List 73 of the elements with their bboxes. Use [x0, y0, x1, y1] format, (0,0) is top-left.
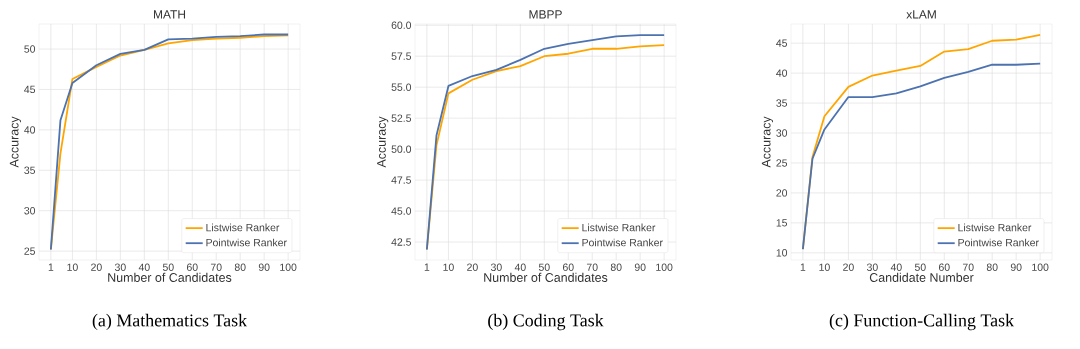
x-tick-label: 90 — [1010, 263, 1022, 271]
x-tick-label: 70 — [210, 263, 222, 271]
x-tick-label: 40 — [514, 263, 526, 271]
legend-label: Pointwise Ranker — [958, 238, 1039, 247]
chart-title: MATH — [154, 10, 186, 19]
y-axis-title: Accuracy — [377, 116, 389, 168]
y-tick-label: 40 — [776, 69, 788, 77]
x-tick-label: 20 — [91, 263, 102, 271]
x-axis-title: Number of Candidates — [484, 272, 608, 282]
x-axis-title: Candidate Number — [869, 272, 974, 282]
y-tick-label: 52.5 — [391, 114, 412, 122]
x-tick-label: 40 — [890, 263, 902, 271]
y-tick-label: 50.0 — [391, 145, 412, 153]
x-tick-label: 100 — [1032, 263, 1049, 271]
y-tick-label: 30 — [776, 129, 788, 137]
x-tick-label: 80 — [986, 263, 998, 271]
x-tick-label: 90 — [634, 263, 646, 271]
y-tick-label: 10 — [776, 249, 788, 257]
x-tick-label: 90 — [258, 263, 270, 271]
x-tick-label: 60 — [186, 263, 198, 271]
x-tick-label: 100 — [280, 263, 297, 271]
x-tick-label: 30 — [866, 263, 878, 271]
x-tick-label: 10 — [819, 263, 830, 271]
x-tick-label: 10 — [67, 263, 78, 271]
x-tick-label: 80 — [234, 263, 246, 271]
x-tick-label: 20 — [467, 263, 478, 271]
text: (a) Mathematics Task — [92, 313, 248, 331]
x-tick-label: 60 — [938, 263, 950, 271]
y-tick-label: 55.0 — [391, 83, 412, 91]
text: (c) Function-Calling Task — [829, 313, 1015, 331]
x-tick-label: 50 — [162, 263, 174, 271]
x-tick-label: 50 — [538, 263, 550, 271]
x-tick-label: 40 — [138, 263, 150, 271]
x-tick-label: 10 — [443, 263, 454, 271]
chart-title: MBPP — [529, 10, 562, 19]
x-tick-label: 50 — [914, 263, 926, 271]
y-tick-label: 35 — [24, 166, 36, 174]
y-axis-title: Accuracy — [761, 116, 774, 168]
y-tick-label: 50 — [24, 45, 36, 53]
y-tick-label: 60.0 — [391, 21, 412, 29]
x-axis-title: Number of Candidates — [108, 272, 232, 282]
legend-label: Pointwise Ranker — [582, 238, 663, 247]
legend-label: Listwise Ranker — [582, 223, 656, 232]
x-tick-label: 70 — [586, 263, 598, 271]
x-tick-label: 60 — [562, 263, 574, 271]
y-tick-label: 30 — [24, 207, 36, 215]
x-tick-label: 70 — [962, 263, 974, 271]
x-tick-label: 1 — [48, 263, 54, 271]
y-tick-label: 45 — [776, 39, 788, 47]
x-tick-label: 100 — [656, 263, 673, 271]
chart-title: xLAM — [906, 10, 936, 19]
x-tick-label: 30 — [114, 263, 126, 271]
y-tick-label: 25 — [24, 247, 36, 255]
y-axis-title: Accuracy — [9, 116, 21, 168]
y-tick-label: 35 — [776, 99, 788, 107]
legend-label: Listwise Ranker — [206, 223, 280, 232]
legend-label: Pointwise Ranker — [206, 238, 287, 247]
x-tick-label: 1 — [424, 263, 430, 271]
x-tick-label: 80 — [610, 263, 622, 271]
y-tick-label: 57.5 — [391, 52, 412, 60]
y-tick-label: 42.5 — [391, 238, 412, 246]
x-tick-label: 1 — [800, 263, 806, 271]
y-tick-label: 45 — [24, 85, 36, 94]
y-tick-label: 40 — [24, 126, 36, 134]
y-tick-label: 25 — [776, 159, 788, 167]
y-tick-label: 45.0 — [391, 207, 412, 215]
y-tick-label: 15 — [776, 219, 788, 227]
x-tick-label: 30 — [490, 263, 502, 271]
x-tick-label: 20 — [843, 263, 854, 271]
text: (b) Coding Task — [488, 313, 604, 331]
legend-label: Listwise Ranker — [958, 223, 1032, 232]
y-tick-label: 20 — [776, 189, 788, 197]
y-tick-label: 47.5 — [391, 176, 412, 184]
